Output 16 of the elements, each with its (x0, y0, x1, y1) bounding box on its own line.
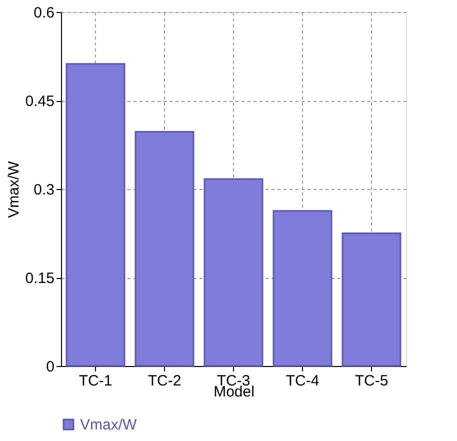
x-tick-label: TC-2 (148, 372, 182, 390)
bar (342, 232, 402, 367)
x-tick-label: TC-5 (354, 372, 388, 390)
bar (66, 63, 126, 367)
bar (272, 210, 332, 367)
y-tick-label: 0.15 (25, 270, 54, 287)
bar (134, 131, 194, 367)
legend-label: Vmax/W (80, 416, 138, 434)
y-tick-label: 0.3 (34, 182, 54, 198)
y-axis-title: Vmax/W (5, 160, 22, 218)
y-tick-label: 0 (46, 358, 54, 376)
bar (204, 178, 264, 367)
x-tick-label: TC-1 (78, 372, 112, 390)
y-tick-label: 0.6 (34, 4, 54, 22)
y-tick-label: 0.45 (25, 93, 54, 110)
x-tick-label: TC-4 (286, 372, 320, 390)
